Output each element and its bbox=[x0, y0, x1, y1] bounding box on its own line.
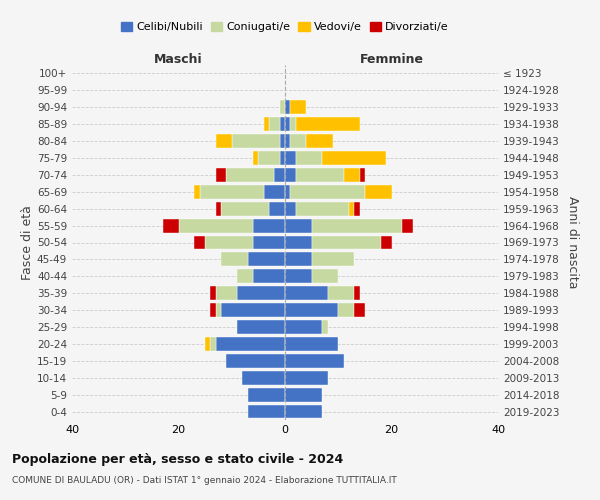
Bar bbox=[216, 168, 226, 182]
Bar bbox=[226, 354, 285, 368]
Bar bbox=[290, 185, 365, 198]
Bar bbox=[285, 404, 322, 418]
Bar bbox=[269, 202, 285, 215]
Text: COMUNE DI BAULADU (OR) - Dati ISTAT 1° gennaio 2024 - Elaborazione TUTTITALIA.IT: COMUNE DI BAULADU (OR) - Dati ISTAT 1° g… bbox=[12, 476, 397, 485]
Bar bbox=[285, 270, 311, 283]
Bar bbox=[285, 168, 296, 182]
Bar bbox=[253, 151, 259, 165]
Bar bbox=[296, 168, 344, 182]
Y-axis label: Anni di nascita: Anni di nascita bbox=[566, 196, 579, 289]
Bar bbox=[290, 117, 296, 131]
Bar bbox=[328, 286, 354, 300]
Bar bbox=[211, 303, 216, 317]
Text: Maschi: Maschi bbox=[154, 53, 203, 66]
Bar bbox=[221, 202, 269, 215]
Bar bbox=[211, 337, 216, 351]
Bar bbox=[381, 236, 392, 250]
Bar bbox=[163, 218, 179, 232]
Bar bbox=[311, 252, 354, 266]
Bar bbox=[311, 236, 381, 250]
Bar bbox=[285, 354, 344, 368]
Bar bbox=[354, 202, 359, 215]
Bar bbox=[285, 337, 338, 351]
Bar bbox=[253, 218, 285, 232]
Bar bbox=[285, 151, 296, 165]
Legend: Celibi/Nubili, Coniugati/e, Vedovi/e, Divorziati/e: Celibi/Nubili, Coniugati/e, Vedovi/e, Di… bbox=[117, 18, 453, 36]
Bar bbox=[280, 117, 285, 131]
Bar bbox=[194, 185, 200, 198]
Text: Femmine: Femmine bbox=[359, 53, 424, 66]
Bar bbox=[354, 286, 359, 300]
Bar bbox=[205, 337, 211, 351]
Bar bbox=[253, 236, 285, 250]
Bar bbox=[248, 388, 285, 402]
Bar bbox=[179, 218, 253, 232]
Y-axis label: Fasce di età: Fasce di età bbox=[21, 205, 34, 280]
Bar bbox=[237, 320, 285, 334]
Bar bbox=[322, 320, 328, 334]
Bar bbox=[285, 320, 322, 334]
Bar bbox=[285, 185, 290, 198]
Bar bbox=[285, 388, 322, 402]
Bar bbox=[290, 100, 307, 114]
Bar bbox=[344, 168, 359, 182]
Bar bbox=[285, 202, 296, 215]
Bar bbox=[194, 236, 205, 250]
Bar bbox=[296, 117, 359, 131]
Bar bbox=[274, 168, 285, 182]
Bar bbox=[365, 185, 392, 198]
Bar bbox=[296, 202, 349, 215]
Bar bbox=[290, 134, 307, 148]
Bar bbox=[311, 270, 338, 283]
Bar bbox=[280, 100, 285, 114]
Bar bbox=[248, 252, 285, 266]
Bar bbox=[237, 270, 253, 283]
Bar bbox=[311, 218, 402, 232]
Bar bbox=[216, 303, 221, 317]
Bar bbox=[232, 134, 280, 148]
Bar bbox=[253, 270, 285, 283]
Text: Popolazione per età, sesso e stato civile - 2024: Popolazione per età, sesso e stato civil… bbox=[12, 452, 343, 466]
Bar bbox=[285, 371, 328, 384]
Bar bbox=[285, 117, 290, 131]
Bar bbox=[349, 202, 354, 215]
Bar bbox=[322, 151, 386, 165]
Bar bbox=[216, 337, 285, 351]
Bar bbox=[307, 134, 333, 148]
Bar bbox=[285, 100, 290, 114]
Bar bbox=[216, 286, 237, 300]
Bar bbox=[285, 134, 290, 148]
Bar bbox=[221, 303, 285, 317]
Bar bbox=[264, 185, 285, 198]
Bar bbox=[269, 117, 280, 131]
Bar bbox=[338, 303, 354, 317]
Bar bbox=[211, 286, 216, 300]
Bar bbox=[402, 218, 413, 232]
Bar bbox=[216, 202, 221, 215]
Bar bbox=[264, 117, 269, 131]
Bar bbox=[285, 252, 311, 266]
Bar bbox=[280, 134, 285, 148]
Bar bbox=[296, 151, 322, 165]
Bar bbox=[280, 151, 285, 165]
Bar bbox=[205, 236, 253, 250]
Bar bbox=[237, 286, 285, 300]
Bar bbox=[285, 303, 338, 317]
Bar bbox=[285, 286, 328, 300]
Bar bbox=[221, 252, 248, 266]
Bar bbox=[226, 168, 274, 182]
Bar bbox=[259, 151, 280, 165]
Bar bbox=[216, 134, 232, 148]
Bar bbox=[354, 303, 365, 317]
Bar bbox=[359, 168, 365, 182]
Bar bbox=[200, 185, 264, 198]
Bar bbox=[242, 371, 285, 384]
Bar bbox=[285, 218, 311, 232]
Bar bbox=[248, 404, 285, 418]
Bar bbox=[285, 236, 311, 250]
